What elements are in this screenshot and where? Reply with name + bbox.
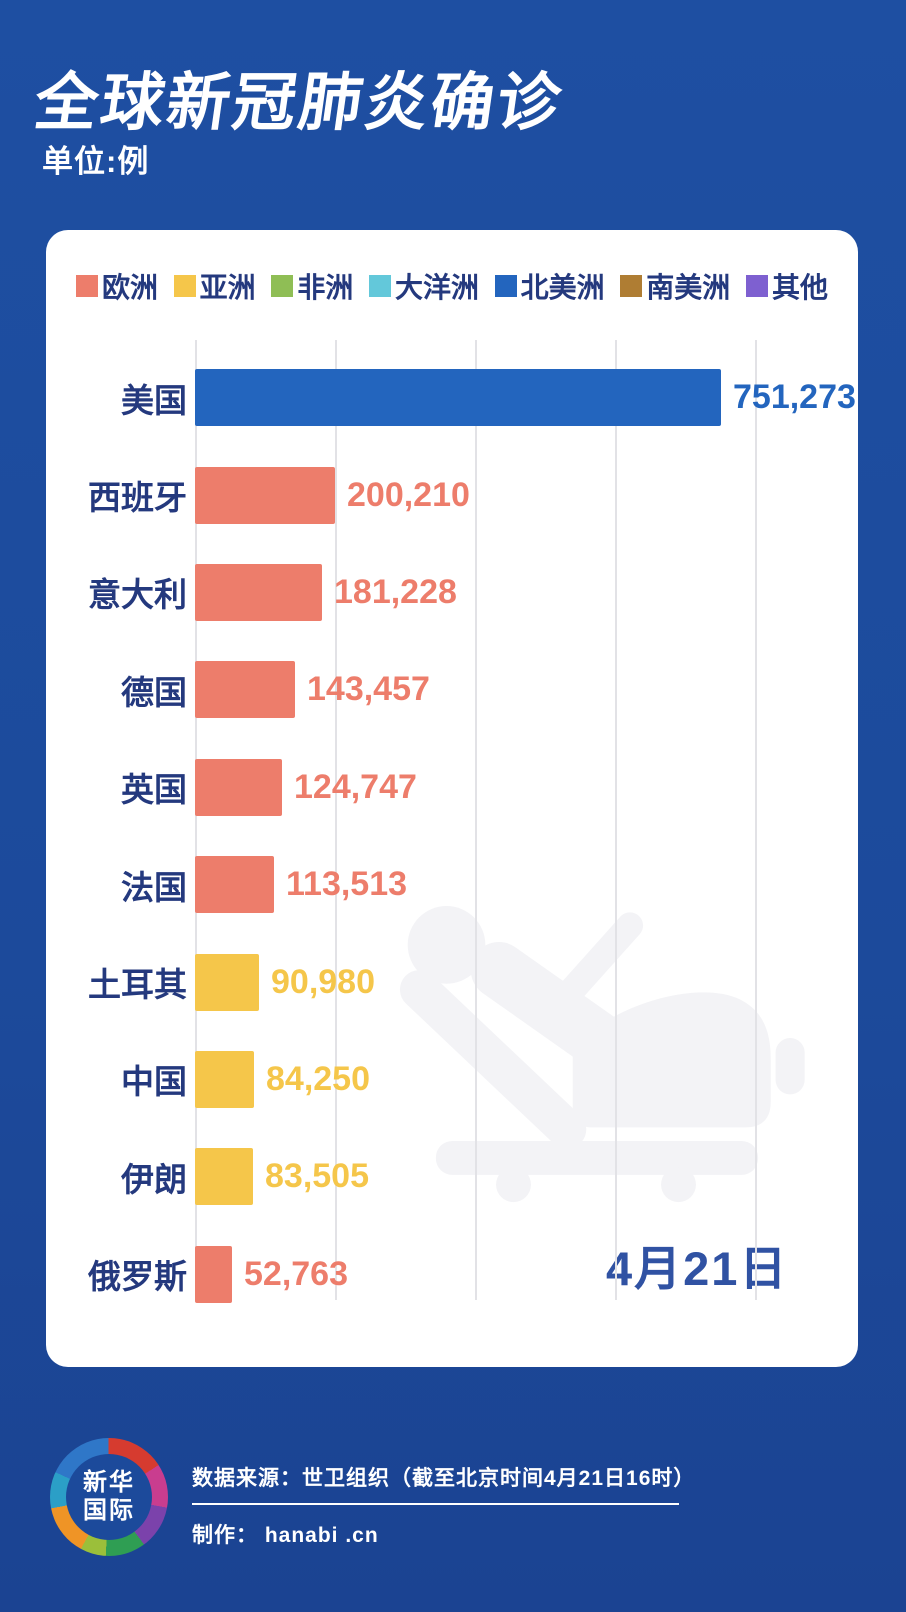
country-label: 中国 — [121, 1063, 187, 1101]
gridline — [335, 340, 337, 1300]
logo-text-line1: 新华 — [83, 1469, 135, 1496]
country-label: 西班牙 — [88, 479, 187, 517]
legend-label: 亚洲 — [199, 272, 256, 303]
value-label: 113,513 — [286, 865, 408, 904]
hospital-bed-watermark-icon — [399, 906, 805, 1203]
bar — [195, 661, 295, 719]
footer-divider — [192, 1503, 679, 1505]
logo-text-line2: 国际 — [83, 1497, 135, 1524]
gridline — [755, 340, 757, 1300]
bar-row-turkey: 土耳其 90,980 — [46, 933, 858, 1030]
legend-swatch-icon — [76, 275, 98, 297]
bar-row-china: 中国 84,250 — [46, 1031, 858, 1128]
data-source-text: 数据来源：世卫组织（截至北京时间4月21日16时） — [192, 1467, 696, 1490]
country-label: 美国 — [121, 381, 187, 419]
gridline — [615, 340, 617, 1300]
credit-text: 制作： hanabi .cn — [192, 1524, 379, 1547]
gridline — [475, 340, 477, 1300]
bar-row-russia: 俄罗斯 52,763 — [46, 1226, 858, 1323]
bar — [195, 758, 282, 816]
bar-row-france: 法国 113,513 — [46, 836, 858, 933]
legend-item-south-america: 南美洲 — [620, 266, 730, 306]
bar — [195, 1148, 253, 1206]
value-label: 143,457 — [307, 670, 430, 709]
legend-label: 大洋洲 — [394, 272, 479, 303]
xinhua-international-logo: 新华 国际 — [50, 1438, 168, 1556]
value-label: 181,228 — [334, 572, 457, 611]
unit-label: 单位:例 — [42, 144, 150, 179]
legend-swatch-icon — [745, 275, 768, 297]
legend-label: 其他 — [771, 272, 828, 303]
bar — [195, 1050, 254, 1108]
value-label: 200,210 — [347, 475, 470, 514]
bar — [195, 369, 721, 427]
country-label: 意大利 — [88, 576, 187, 614]
bar-row-uk: 英国 124,747 — [46, 739, 858, 836]
bar-row-spain: 西班牙 200,210 — [46, 446, 858, 543]
bar — [195, 953, 259, 1011]
legend-item-oceania: 大洋洲 — [368, 266, 479, 306]
bar-row-germany: 德国 143,457 — [46, 641, 858, 738]
bar-rows: 美国 751,273 西班牙 200,210 意大利 181,228 德国 14… — [46, 349, 858, 1323]
legend-swatch-icon — [368, 275, 391, 297]
value-label: 124,747 — [294, 767, 417, 806]
logo-center: 新华 国际 — [66, 1454, 152, 1540]
bar — [195, 466, 335, 524]
legend-swatch-icon — [271, 275, 294, 297]
bar-row-italy: 意大利 181,228 — [46, 544, 858, 641]
legend-swatch-icon — [620, 275, 643, 297]
country-label: 土耳其 — [88, 966, 187, 1004]
legend-label: 非洲 — [297, 272, 354, 303]
country-label: 伊朗 — [121, 1160, 187, 1198]
country-label: 俄罗斯 — [88, 1258, 187, 1296]
legend-item-asia: 亚洲 — [173, 266, 256, 306]
legend-item-africa: 非洲 — [271, 266, 353, 306]
value-label: 751,273 — [733, 378, 856, 417]
legend-swatch-icon — [173, 275, 196, 297]
value-label: 52,763 — [244, 1254, 348, 1293]
legend-label: 欧洲 — [102, 272, 159, 303]
legend-item-north-america: 北美洲 — [494, 266, 605, 306]
legend-swatch-icon — [494, 275, 517, 297]
legend-label: 北美洲 — [520, 272, 605, 303]
bar — [195, 856, 274, 914]
legend-item-europe: 欧洲 — [76, 266, 158, 306]
bar — [195, 563, 322, 621]
legend-label: 南美洲 — [646, 272, 731, 303]
value-label: 84,250 — [266, 1059, 370, 1098]
value-label: 90,980 — [271, 962, 375, 1001]
gridline — [195, 340, 197, 1300]
country-label: 英国 — [121, 771, 187, 809]
bar-row-iran: 伊朗 83,505 — [46, 1128, 858, 1225]
legend-item-other: 其他 — [745, 266, 828, 306]
plot-area: 美国 751,273 西班牙 200,210 意大利 181,228 德国 14… — [46, 340, 858, 1303]
page-title: 全球新冠肺炎确诊 — [30, 68, 569, 138]
country-label: 法国 — [121, 868, 187, 906]
bar — [195, 1245, 232, 1303]
country-label: 德国 — [121, 673, 187, 711]
chart-card: 欧洲 亚洲 非洲 大洋洲 北美洲 南美洲 其他 — [46, 230, 858, 1367]
value-label: 83,505 — [265, 1157, 369, 1196]
bar-row-usa: 美国 751,273 — [46, 349, 858, 446]
chart-legend: 欧洲 亚洲 非洲 大洋洲 北美洲 南美洲 其他 — [76, 266, 828, 306]
